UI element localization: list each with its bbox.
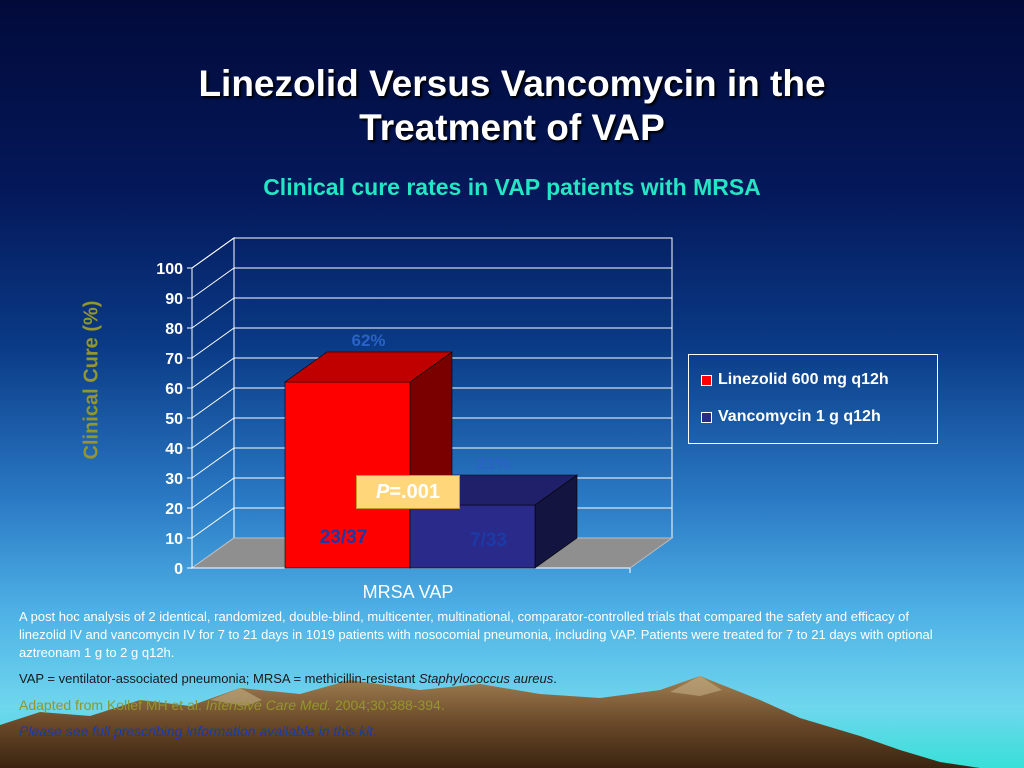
abbrev-text: VAP = ventilator-associated pneumonia; M… <box>19 671 419 686</box>
y-tick-label: 100 <box>156 261 183 278</box>
bar-value-label: 62% <box>351 331 385 350</box>
page-title: Linezolid Versus Vancomycin in the Treat… <box>0 62 1024 150</box>
abbreviations-note: VAP = ventilator-associated pneumonia; M… <box>19 670 939 688</box>
p-value-box: P =.001 <box>356 475 460 509</box>
source-journal: Intensive Care Med. <box>205 697 332 713</box>
footnotes: A post hoc analysis of 2 identical, rand… <box>19 608 939 748</box>
chart-subtitle: Clinical cure rates in VAP patients with… <box>263 174 761 200</box>
legend-item-vancomycin: Vancomycin 1 g q12h <box>701 408 881 426</box>
legend-label-linezolid: Linezolid 600 mg q12h <box>718 371 889 388</box>
y-tick-label: 90 <box>165 291 183 308</box>
y-tick-label: 70 <box>165 351 183 368</box>
gridline <box>191 447 672 479</box>
source-citation: Adapted from Kollef MH et al. Intensive … <box>19 696 939 714</box>
p-value-number: =.001 <box>389 480 440 503</box>
y-tick-label: 60 <box>165 381 183 398</box>
prescribing-info-note: Please see full prescribing information … <box>19 723 377 739</box>
gridline <box>191 267 672 299</box>
gridline <box>191 387 672 419</box>
methods-note: A post hoc analysis of 2 identical, rand… <box>19 609 933 660</box>
bar-chart: 0 10 20 30 40 50 60 70 80 90 100 62% 23/37 21% 7/33 MRS… <box>156 237 674 602</box>
y-tick-label: 50 <box>165 411 183 428</box>
y-tick-label: 0 <box>174 561 183 578</box>
y-axis-label-text: Clinical Cure (%) <box>80 300 103 460</box>
y-tick-label: 20 <box>165 501 183 518</box>
bar-front <box>409 504 536 569</box>
source-prefix: Adapted from Kollef MH et al. <box>19 697 206 713</box>
gridline <box>191 327 672 359</box>
gridline <box>191 237 672 269</box>
y-tick-label: 30 <box>165 471 183 488</box>
bar-value-label: 21% <box>476 454 510 473</box>
gridline <box>191 417 672 449</box>
title-line-2: Treatment of VAP <box>359 107 665 148</box>
title-line-1: Linezolid Versus Vancomycin in the <box>198 63 826 104</box>
mountain-decoration <box>0 676 980 768</box>
bar-count-label: 23/37 <box>320 527 368 548</box>
abbrev-italic: Staphylococcus aureus <box>418 671 554 686</box>
y-tick-label: 80 <box>165 321 183 338</box>
bar-count-label: 7/33 <box>470 530 507 551</box>
source-suffix: 2004;30:388-394. <box>331 697 445 713</box>
legend-swatch-linezolid <box>701 374 712 386</box>
abbrev-end: . <box>553 671 557 686</box>
gridline <box>191 297 672 329</box>
legend-swatch-vancomycin <box>701 411 712 423</box>
p-value-letter: P <box>376 480 390 503</box>
legend-item-linezolid: Linezolid 600 mg q12h <box>701 371 889 389</box>
bar-top <box>284 351 453 383</box>
chart-legend: Linezolid 600 mg q12h Vancomycin 1 g q12… <box>688 354 938 444</box>
legend-label-vancomycin: Vancomycin 1 g q12h <box>718 408 881 425</box>
y-tick-label: 40 <box>165 441 183 458</box>
y-tick-label: 10 <box>165 531 183 548</box>
x-category-label: MRSA VAP <box>363 582 454 602</box>
gridline <box>191 357 672 389</box>
